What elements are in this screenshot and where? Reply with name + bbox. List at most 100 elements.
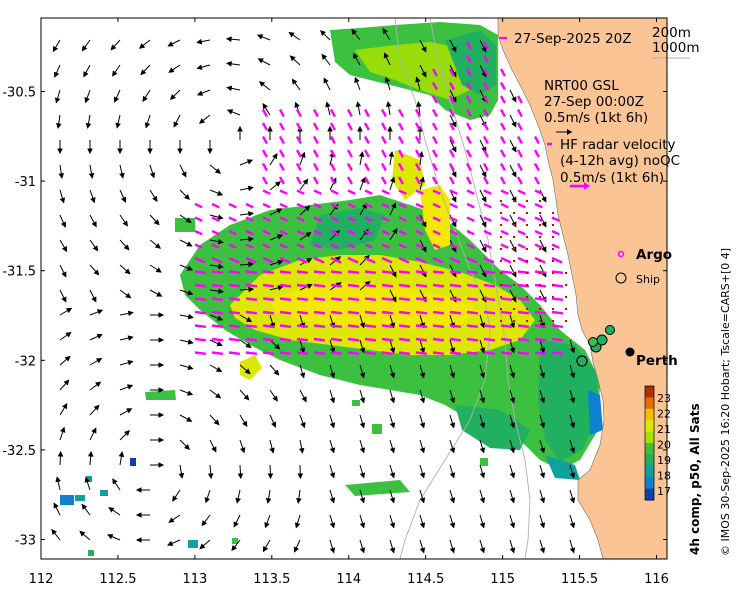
hf-radar-arrow: [500, 256, 512, 264]
model-arrowhead: [541, 221, 547, 228]
hf-radar-arrow: [245, 216, 254, 222]
model-arrowhead: [158, 437, 165, 443]
model-arrowhead: [421, 246, 427, 253]
colorbar-segment: [645, 386, 654, 398]
colorbar-label: 17: [657, 485, 671, 498]
hf-radar-arrow: [483, 351, 496, 356]
hf-radar-arrow: [312, 162, 319, 172]
hf-radar-arrow: [448, 135, 455, 145]
hf-radar-arrow: [414, 135, 421, 145]
hf-radar-arrow: [380, 162, 387, 172]
hf-radar-arrow: [431, 122, 438, 131]
model-arrowhead: [421, 221, 427, 228]
hf-radar-arrow: [465, 122, 472, 131]
hf-radar-arrow: [245, 256, 257, 264]
model-arrowhead: [117, 148, 123, 155]
model-arrowhead: [55, 123, 62, 129]
model-arrowhead: [539, 472, 546, 479]
model-arrowhead: [449, 372, 456, 379]
hf-radar-arrow: [432, 283, 445, 288]
hf-radar-arrow: [347, 297, 360, 302]
hf-radar-arrow: [228, 297, 241, 302]
model-arrowhead: [449, 422, 456, 429]
hf-radar-arrow: [347, 189, 356, 195]
hf-radar-arrow: [534, 189, 543, 195]
observation-dot: [513, 200, 515, 202]
hf-radar-arrow: [465, 81, 472, 91]
hf-radar-arrow: [278, 149, 285, 158]
hf-radar-arrow: [194, 243, 203, 249]
model-arrowhead: [65, 331, 72, 338]
model-arrowhead: [359, 547, 366, 554]
hf-radar-arrow: [500, 283, 513, 288]
hf-radar-arrow: [295, 162, 302, 172]
model-arrowhead: [112, 70, 118, 77]
model-arrowhead: [274, 343, 281, 350]
model-arrowhead: [187, 290, 194, 296]
model-arrowhead: [65, 307, 73, 314]
model-arrowhead: [325, 101, 331, 108]
model-arrowhead: [196, 90, 204, 96]
model-arrowhead: [539, 422, 546, 429]
hf-radar-arrow: [465, 135, 472, 145]
hf-radar-arrow: [466, 216, 475, 222]
hf-radar-arrow: [398, 202, 407, 209]
model-arrowhead: [118, 451, 125, 458]
model-arrowhead: [107, 534, 114, 540]
hf-radar-arrow: [500, 216, 509, 222]
model-arrowhead: [569, 547, 576, 554]
model-arrowhead: [306, 283, 313, 289]
hf-radar-arrow: [482, 135, 489, 145]
hf-radar-arrow: [516, 122, 523, 131]
hf-radar-arrow: [364, 324, 377, 329]
model-arrowhead: [387, 125, 393, 132]
model-arrowhead: [62, 402, 68, 410]
model-arrowhead: [60, 221, 67, 228]
hf-radar-arrow: [499, 81, 506, 91]
hf-radar-arrow: [482, 122, 489, 131]
hf-radar-arrow: [465, 95, 472, 104]
hf-radar-arrow: [517, 283, 530, 288]
hf-radar-arrow: [414, 176, 421, 185]
model-arrowhead: [289, 55, 296, 62]
observation-dot: [552, 284, 554, 286]
hf-radar-arrow: [330, 297, 343, 302]
hf-radar-arrow: [313, 324, 326, 329]
observation-dot: [500, 200, 502, 202]
hf-radar-arrow: [245, 229, 254, 236]
model-arrowhead: [297, 473, 304, 480]
model-arrowhead: [449, 522, 456, 529]
hf-radar-arrow: [347, 337, 360, 342]
x-tick-label: 115.5: [561, 572, 598, 587]
hf-radar-arrow: [245, 270, 258, 275]
hf-radar-arrow: [397, 108, 404, 118]
hf-radar-arrow: [194, 283, 207, 288]
model-arrowhead: [186, 416, 193, 422]
model-arrowhead: [248, 286, 255, 293]
perth-dot: [625, 347, 635, 357]
hf-radar-arrow: [312, 122, 319, 131]
hf-radar-arrow: [449, 351, 462, 356]
hf-radar-arrow: [262, 297, 275, 302]
hf-radar-arrow: [194, 229, 203, 236]
model-arrowhead: [419, 522, 426, 529]
hf-radar-arrow: [211, 229, 220, 236]
hf-radar-arrow: [313, 283, 326, 288]
hf-radar-arrow: [517, 202, 526, 209]
model-arrowhead: [451, 171, 457, 178]
hf-radar-arrow: [465, 108, 472, 118]
hf-radar-arrow: [500, 270, 513, 275]
hf-radar-arrow: [449, 297, 462, 302]
hf-radar-arrow: [516, 95, 523, 104]
hf-radar-arrow: [398, 310, 411, 315]
model-arrowhead: [320, 30, 326, 36]
hf-radar-arrow: [228, 351, 241, 356]
hf-radar-arrow: [296, 297, 309, 302]
hf-radar-arrow: [431, 135, 438, 145]
hf-radar-arrow: [483, 216, 492, 222]
hf-radar-arrow: [483, 310, 496, 315]
hf-radar-arrow: [211, 324, 224, 329]
model-arrowhead: [87, 148, 93, 155]
hf-radar-arrow: [363, 149, 370, 158]
model-arrowhead: [196, 64, 203, 70]
